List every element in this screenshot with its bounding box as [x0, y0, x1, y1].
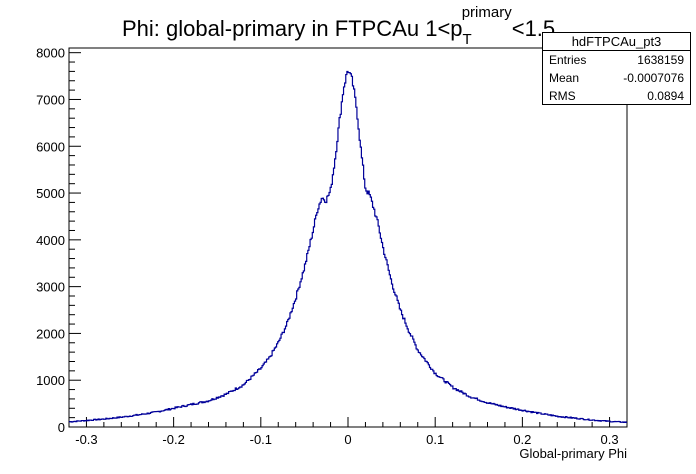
stats-mean-value: -0.0007076: [623, 71, 684, 85]
y-tick-label: 6000: [36, 139, 65, 154]
stats-row-rms: RMS 0.0894: [543, 87, 690, 105]
y-tick-label: 5000: [36, 186, 65, 201]
x-tick-label: 0.1: [426, 432, 444, 447]
y-tick-label: 2000: [36, 326, 65, 341]
y-tick-label: 3000: [36, 280, 65, 295]
x-tick-label: 0: [344, 432, 351, 447]
x-tick-label: -0.1: [250, 432, 272, 447]
y-tick-label: 8000: [36, 46, 65, 61]
stats-entries-value: 1638159: [637, 53, 684, 67]
stats-row-mean: Mean -0.0007076: [543, 69, 690, 87]
x-tick-label: -0.3: [75, 432, 97, 447]
x-tick-label: -0.2: [162, 432, 184, 447]
y-tick-label: 4000: [36, 233, 65, 248]
x-axis-label: Global-primary Phi: [519, 446, 627, 461]
chart-title: Phi: global-primary in FTPCAu 1<pTprimar…: [122, 4, 555, 48]
stats-title: hdFTPCAu_pt3: [543, 33, 690, 51]
chart-title-sub: T: [463, 31, 472, 48]
axes: -0.3 -0.2 -0.1 0 0.1 0.2 0.3 0 1000 2000 3000 4000 5…: [36, 46, 628, 447]
stats-mean-label: Mean: [549, 71, 580, 85]
stats-rms-value: 0.0894: [647, 89, 684, 103]
x-tick-label: 0.2: [513, 432, 531, 447]
y-tick-label: 0: [58, 420, 65, 435]
chart-title-sup: primary: [462, 4, 513, 21]
stats-entries-label: Entries: [549, 53, 587, 67]
chart-title-main: Phi: global-primary in FTPCAu 1<p: [122, 16, 463, 41]
stats-rms-label: RMS: [549, 89, 576, 103]
y-tick-label: 1000: [36, 373, 65, 388]
histogram-series-line: [69, 70, 627, 424]
y-tick-label: 7000: [36, 92, 65, 107]
x-tick-label: 0.3: [601, 432, 619, 447]
stats-box: hdFTPCAu_pt3 Entries 1638159 Mean -0.000…: [542, 32, 691, 105]
stats-row-entries: Entries 1638159: [543, 51, 690, 69]
